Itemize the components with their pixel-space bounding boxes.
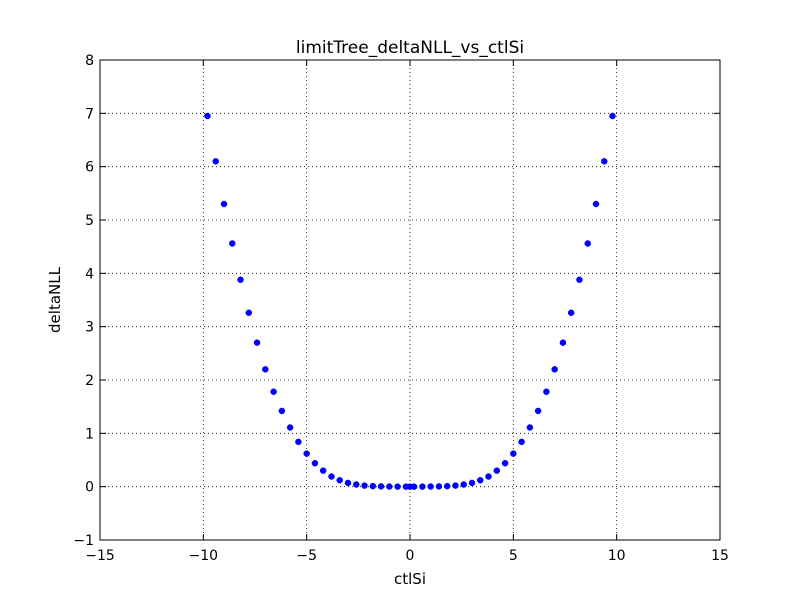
data-point (262, 366, 268, 372)
data-point (395, 484, 401, 490)
chart-title: limitTree_deltaNLL_vs_ctlSi (296, 38, 524, 58)
y-tick-label: 6 (85, 160, 94, 176)
data-point (213, 158, 219, 164)
data-point (328, 474, 334, 480)
x-tick-label: −10 (189, 548, 219, 564)
data-point (494, 468, 500, 474)
data-point (502, 460, 508, 466)
data-point (312, 460, 318, 466)
data-point (419, 484, 425, 490)
x-tick-label: −5 (296, 548, 317, 564)
y-tick-label: 0 (85, 480, 94, 496)
data-point (610, 113, 616, 119)
x-tick-label: 5 (509, 548, 518, 564)
data-point (444, 483, 450, 489)
y-tick-label: 4 (85, 266, 94, 282)
data-point (345, 480, 351, 486)
x-tick-label: −15 (85, 548, 115, 564)
data-point (585, 240, 591, 246)
data-point (295, 439, 301, 445)
data-point (428, 484, 434, 490)
x-tick-label: 0 (406, 548, 415, 564)
data-point (238, 277, 244, 283)
data-point (560, 340, 566, 346)
data-point (552, 366, 558, 372)
data-point (229, 240, 235, 246)
data-point (576, 277, 582, 283)
data-point (568, 310, 574, 316)
data-point (486, 474, 492, 480)
data-point (461, 482, 467, 488)
data-point (378, 483, 384, 489)
y-tick-label: 8 (85, 53, 94, 69)
data-point (527, 424, 533, 430)
data-point (279, 408, 285, 414)
data-point (601, 158, 607, 164)
data-point (543, 389, 549, 395)
y-tick-label: 3 (85, 320, 94, 336)
data-point (477, 477, 483, 483)
data-point (469, 480, 475, 486)
data-point (320, 468, 326, 474)
data-point (370, 483, 376, 489)
y-tick-label: 7 (85, 106, 94, 122)
data-point (304, 451, 310, 457)
data-point (510, 451, 516, 457)
data-point (436, 483, 442, 489)
y-tick-label: 1 (85, 426, 94, 442)
data-point (337, 477, 343, 483)
data-point (254, 340, 260, 346)
data-point (411, 484, 417, 490)
data-point (204, 113, 210, 119)
data-point (452, 483, 458, 489)
x-tick-label: 10 (608, 548, 626, 564)
data-point (535, 408, 541, 414)
data-point (362, 483, 368, 489)
data-point (221, 201, 227, 207)
data-point (246, 310, 252, 316)
x-axis-label: ctlSi (394, 570, 426, 588)
x-tick-label: 15 (711, 548, 729, 564)
data-point (593, 201, 599, 207)
data-point (287, 424, 293, 430)
y-tick-label: 5 (85, 213, 94, 229)
y-axis-label: deltaNLL (46, 266, 64, 333)
data-point (386, 484, 392, 490)
data-point (271, 389, 277, 395)
y-tick-label: 2 (85, 373, 94, 389)
data-point (353, 482, 359, 488)
y-tick-label: −1 (73, 533, 94, 549)
data-point (519, 439, 525, 445)
